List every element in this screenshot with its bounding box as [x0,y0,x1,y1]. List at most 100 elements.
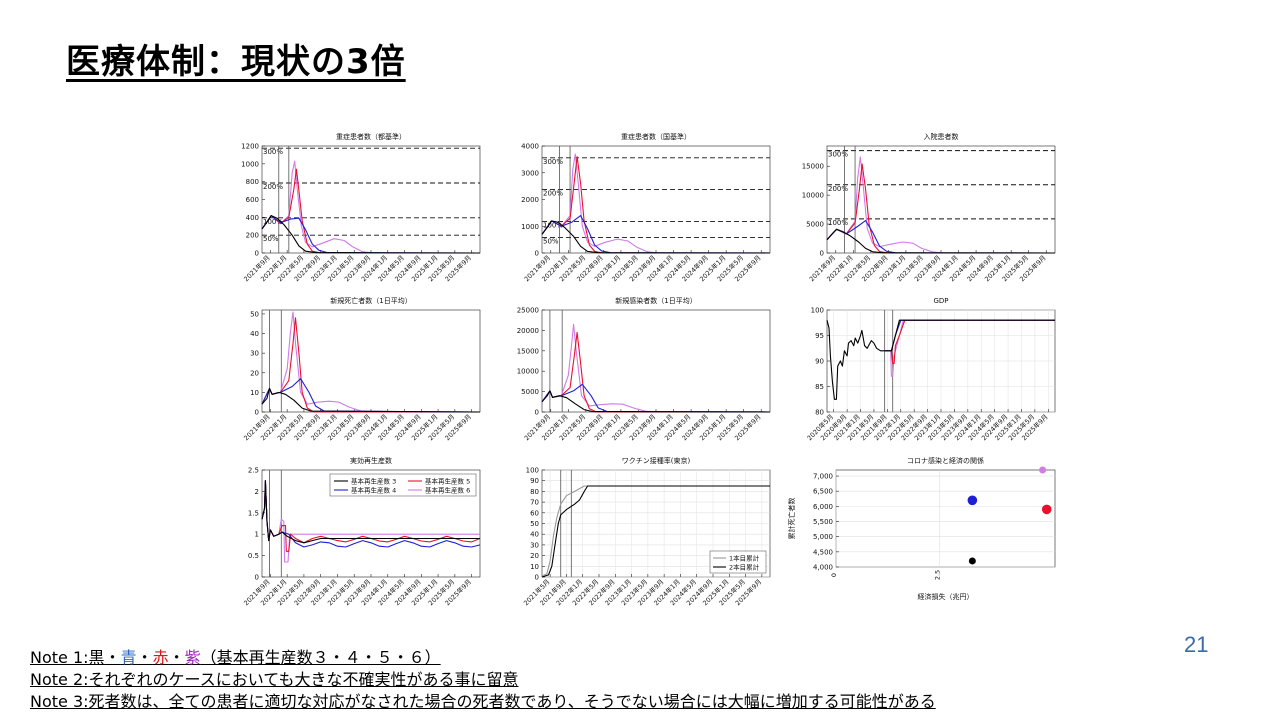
chart-severe-national: 重症患者数（国基準） 0 1000 2000 3000 4000 2021年9月 2022年1… [510,128,780,298]
y-tick-label: 1000 [521,223,539,231]
legend-label: 1本目累計 [729,554,760,563]
note-1: Note 1:黒・青・赤・紫（基本再生産数３・４・５・６） [30,647,1270,669]
y-tick-label: 7,000 [813,473,833,481]
y-tick-label: 2.5 [248,467,259,475]
note-1-blue: 青 [120,648,137,667]
chart-hospitalized: 入院患者数 0 5000 10000 15000 2021年9月 2022年1月 2022年5… [795,128,1065,298]
chart-vaccination: ワクチン接種率(東京) 0 10 20 30 40 50 60 70 80 90 100 2021年5月… [510,452,780,622]
series-line-r4 [541,215,771,254]
notes: Note 1:黒・青・赤・紫（基本再生産数３・４・５・６） Note 2:それぞ… [30,647,1270,713]
y-tick-label: 0 [535,250,539,258]
chart-title: GDP [933,297,948,305]
series-line-r3 [541,220,771,254]
y-tick-label: 10000 [517,368,539,376]
chart-svg: コロナ感染と経済の関係 4,000 4,500 5,000 5,500 6,000 6,50… [787,456,1056,601]
scatter-point-r4 [967,495,978,506]
y-tick-label: 60 [530,509,539,517]
scatter-point-r5 [1041,504,1052,515]
page-number: 21 [1184,632,1209,657]
y-tick-label: 50 [250,310,259,318]
chart-covid-vs-economy: コロナ感染と経済の関係 4,000 4,500 5,000 5,500 6,000 6,50… [780,452,1065,617]
note-2: Note 2:それぞれのケースにおいても大きな不確実性がある事に留意 [30,669,1270,691]
capacity-label: 50% [543,237,559,245]
series-line-r3 [261,215,481,254]
chart-new-infections: 新規感染者数（1日平均） 0 5000 10000 15000 20000 25000 202… [510,292,780,457]
y-tick-label: 10000 [802,192,824,200]
note-1-red: 赤 [152,648,169,667]
y-tick-label: 90 [530,477,539,485]
legend-box [329,473,477,497]
y-tick-label: 1200 [241,143,259,151]
y-tick-label: 2000 [521,196,539,204]
note-1-black: 黒 [88,648,105,667]
y-tick-label: 6,000 [813,503,833,511]
note-2-prefix: Note 2: [30,670,89,689]
y-tick-label: 1.5 [248,509,259,517]
y-tick-label: 5,000 [813,533,833,541]
chart-title: 入院患者数 [924,132,959,141]
y-tick-label: 400 [246,214,259,222]
y-tick-label: 0 [535,409,539,417]
chart-title: ワクチン接種率(東京) [622,456,691,465]
x-axis-label: 経済損失（兆円） [918,592,974,601]
y-tick-label: 30 [250,350,259,358]
y-tick-label: 5000 [521,388,539,396]
y-tick-label: 10 [530,563,539,571]
note-3-text: 死者数は、全ての患者に適切な対応がなされた場合の死者数であり、そうでない場合には… [88,692,936,711]
y-axis-label: 累計死亡者数 [787,498,796,540]
series-line-r3 [261,480,480,544]
series-line-r3 [826,319,1055,400]
capacity-label: 300% [828,151,848,159]
chart-svg: 新規死亡者数（1日平均）010203040502021年9月2022年1月202… [242,296,481,442]
y-tick-label: 5000 [806,221,824,229]
y-tick-label: 100 [811,307,824,315]
chart-title: 実効再生産数 [350,456,392,465]
y-tick-label: 15000 [802,163,824,171]
y-tick-label: 4,500 [813,548,833,556]
legend-label: 2本目累計 [729,563,760,572]
chart-svg: 新規感染者数（1日平均）0500010000150002000025000202… [517,296,771,442]
chart-svg: 入院患者数0500010000150002021年9月2022年1月2022年5… [802,132,1056,283]
y-tick-label: 70 [530,499,539,507]
note-1-rest: （基本再生産数３・４・５・６） [200,648,441,667]
scatter-point-r3 [968,557,976,565]
series-line-r3 [826,228,1056,254]
chart-svg: 重症患者数（国基準）010002000300040002021年9月2022年1… [521,132,771,283]
capacity-label: 300% [263,148,283,156]
y-tick-label: 200 [246,232,259,240]
y-tick-label: 85 [815,383,824,391]
y-tick-label: 2 [255,488,259,496]
capacity-label: 300% [543,158,563,166]
slide-title: 医療体制：現状の3倍 [66,42,406,82]
chart-title: 重症患者数（都基準） [336,132,406,141]
x-tick-label: 2.5 [933,570,941,580]
series-line-r6 [884,319,1055,377]
y-tick-label: 4,000 [813,564,833,572]
chart-svg: 重症患者数（都基準）0200400600800100012002021年9月20… [241,132,481,283]
chart-svg: GDP808590951002020年5月2020年9月2021年1月2021年… [805,297,1056,442]
y-tick-label: 0 [820,250,824,258]
capacity-label: 50% [263,235,279,243]
capacity-label: 200% [828,185,848,193]
plot-frame [541,309,771,413]
y-tick-label: 0 [535,574,539,582]
note-1-sep: ・ [104,648,121,667]
legend-label: 基本再生産数 4 [351,486,396,495]
chart-title: 重症患者数（国基準） [621,132,691,141]
series-line-r6 [541,153,770,254]
x-tick-label: 0 [830,573,838,577]
capacity-label: 100% [828,219,848,227]
y-tick-label: 50 [530,520,539,528]
chart-title: コロナ感染と経済の関係 [907,456,984,465]
y-tick-label: 90 [815,358,824,366]
y-tick-label: 0 [255,574,259,582]
y-tick-label: 40 [530,531,539,539]
y-tick-label: 20000 [517,327,539,335]
y-tick-label: 15000 [517,347,539,355]
y-tick-label: 600 [246,196,259,204]
chart-effective-reproduction: 実効再生産数 0 0.5 1 1.5 2 2.5 2021年9月 2022年1月 2022年5月 2… [230,452,490,622]
note-1-sep: ・ [168,648,185,667]
y-tick-label: 100 [526,467,539,475]
series-line-r6 [826,156,1055,254]
y-tick-label: 95 [815,332,824,340]
